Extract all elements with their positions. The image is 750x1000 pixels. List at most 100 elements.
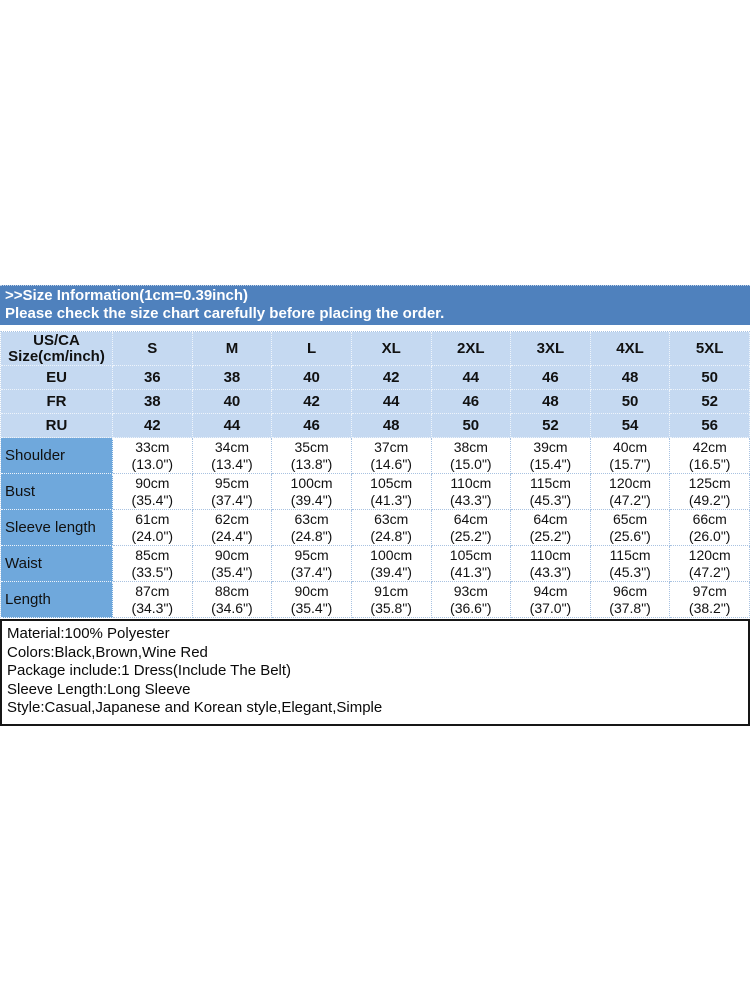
value-inch: (15.0") — [450, 455, 492, 472]
measurement-cell: 97cm (38.2") — [670, 582, 750, 618]
measurement-label: Sleeve length — [1, 510, 113, 546]
value-inch: (37.8") — [609, 599, 651, 616]
size-caution-text: Please check the size chart carefully be… — [5, 305, 445, 322]
size-chart-table: US/CA Size(cm/inch) S M L XL 2XL 3XL 4XL… — [0, 331, 750, 618]
region-row-ru: RU 42 44 46 48 50 52 54 56 — [1, 414, 750, 438]
value-cm: 88cm — [214, 582, 250, 599]
value-cm: 40cm — [612, 438, 648, 455]
measurement-cell: 105cm (41.3") — [431, 546, 512, 582]
measurement-cell: 125cm (49.2") — [670, 474, 750, 510]
value-cm: 35cm — [294, 438, 329, 455]
info-line-package: Package include:1 Dress(Include The Belt… — [7, 662, 292, 679]
value-cm: 97cm — [692, 582, 727, 599]
value-inch: (41.3") — [450, 563, 492, 580]
value-cm: 94cm — [533, 582, 568, 599]
value-cm: 96cm — [612, 582, 648, 599]
region-value: 56 — [670, 414, 750, 438]
value-cm: 100cm — [370, 546, 413, 563]
measurement-cell: 95cm (37.4") — [272, 546, 352, 582]
region-value: 42 — [351, 366, 432, 390]
value-inch: (38.2") — [688, 599, 731, 616]
value-cm: 66cm — [692, 510, 727, 527]
value-cm: 63cm — [294, 510, 329, 527]
size-col-header-l: L — [272, 332, 352, 366]
measurement-cell: 90cm (35.4") — [113, 474, 193, 510]
region-value: 46 — [511, 366, 591, 390]
corner-label-line2: Size(cm/inch) — [8, 347, 105, 365]
value-inch: (45.3") — [529, 491, 572, 508]
info-line-sleeve: Sleeve Length:Long Sleeve — [7, 680, 191, 698]
measurement-cell: 61cm (24.0") — [113, 510, 193, 546]
info-line-colors: Colors:Black,Brown,Wine Red — [7, 643, 208, 661]
measurement-cell: 85cm (33.5") — [113, 546, 193, 582]
measurement-cell: 110cm (43.3") — [511, 546, 591, 582]
measurement-cell: 120cm (47.2") — [590, 474, 671, 510]
value-cm: 37cm — [374, 438, 409, 455]
region-label: EU — [1, 366, 113, 390]
measurement-cell: 63cm (24.8") — [272, 510, 352, 546]
value-inch: (47.2") — [609, 491, 651, 508]
value-inch: (45.3") — [609, 563, 651, 580]
region-value: 42 — [272, 390, 352, 414]
value-inch: (35.4") — [290, 599, 333, 616]
value-cm: 87cm — [135, 582, 170, 599]
measurement-cell: 39cm (15.4") — [511, 438, 591, 474]
measurement-row-bust: Bust 90cm (35.4") 95cm (37.4") 100cm (39.4"… — [1, 474, 750, 510]
value-cm: 33cm — [135, 438, 170, 455]
measurement-cell: 38cm (15.0") — [431, 438, 512, 474]
measurement-label: Bust — [1, 474, 113, 510]
size-info-title: >>Size Information(1cm=0.39inch) — [5, 287, 248, 304]
value-cm: 91cm — [374, 582, 409, 599]
value-inch: (37.4") — [290, 563, 333, 580]
measurement-cell: 100cm (39.4") — [351, 546, 432, 582]
measurement-row-shoulder: Shoulder 33cm (13.0") 34cm (13.4") 35cm (13… — [1, 438, 750, 474]
value-inch: (24.0") — [131, 527, 174, 544]
value-cm: 90cm — [294, 582, 329, 599]
value-cm: 90cm — [135, 474, 170, 491]
size-col-header-3xl: 3XL — [511, 332, 591, 366]
measurement-cell: 62cm (24.4") — [192, 510, 273, 546]
value-inch: (25.6") — [609, 527, 651, 544]
value-cm: 90cm — [214, 546, 250, 563]
value-cm: 42cm — [692, 438, 727, 455]
info-line-style: Style:Casual,Japanese and Korean style,E… — [7, 699, 383, 716]
value-cm: 125cm — [688, 474, 731, 491]
value-cm: 100cm — [290, 474, 333, 491]
region-row-eu: EU 36 38 40 42 44 46 48 50 — [1, 366, 750, 390]
region-value: 38 — [192, 366, 273, 390]
value-cm: 115cm — [609, 546, 651, 563]
measurement-cell: 95cm (37.4") — [192, 474, 273, 510]
value-inch: (37.0") — [529, 599, 572, 616]
value-inch: (39.4") — [290, 491, 333, 508]
region-label: FR — [1, 390, 113, 414]
value-cm: 93cm — [453, 582, 488, 599]
size-col-header-5xl: 5XL — [670, 332, 750, 366]
value-inch: (24.4") — [211, 527, 253, 544]
measurement-cell: 40cm (15.7") — [590, 438, 671, 474]
product-info-box: Material:100% Polyester Colors:Black,Bro… — [0, 619, 750, 726]
value-inch: (49.2") — [688, 491, 731, 508]
value-inch: (47.2") — [688, 563, 731, 580]
value-cm: 120cm — [688, 546, 731, 563]
measurement-cell: 34cm (13.4") — [192, 438, 273, 474]
value-inch: (41.3") — [370, 491, 412, 508]
value-cm: 120cm — [609, 474, 652, 491]
measurement-cell: 91cm (35.8") — [351, 582, 432, 618]
size-col-header-m: M — [192, 332, 273, 366]
value-inch: (25.2") — [529, 527, 572, 544]
value-cm: 105cm — [370, 474, 413, 491]
value-cm: 95cm — [214, 474, 250, 491]
value-inch: (13.8") — [290, 455, 333, 472]
corner-cell: US/CA Size(cm/inch) — [1, 332, 113, 366]
value-cm: 63cm — [374, 510, 409, 527]
info-line-material: Material:100% Polyester — [7, 625, 170, 642]
value-cm: 110cm — [450, 474, 492, 491]
region-value: 54 — [590, 414, 671, 438]
region-value: 48 — [351, 414, 432, 438]
measurement-cell: 65cm (25.6") — [590, 510, 671, 546]
size-info-header-bar: >>Size Information(1cm=0.39inch) Please … — [0, 285, 750, 325]
value-inch: (24.8") — [370, 527, 412, 544]
measurement-cell: 110cm (43.3") — [431, 474, 512, 510]
value-cm: 64cm — [533, 510, 568, 527]
measurement-cell: 94cm (37.0") — [511, 582, 591, 618]
